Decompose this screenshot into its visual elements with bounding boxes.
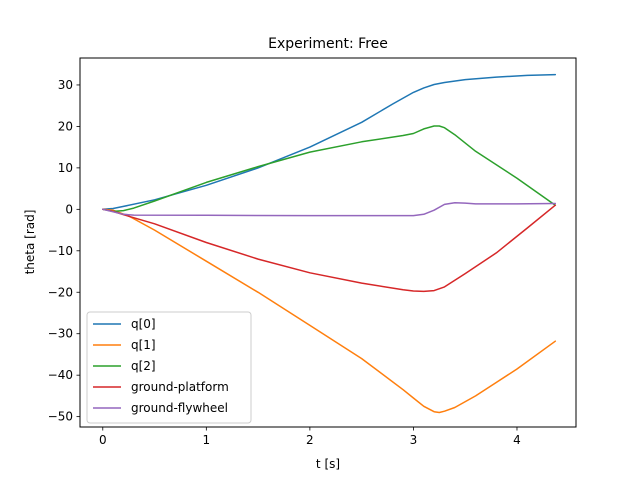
y-axis-label: theta [rad] bbox=[23, 210, 37, 275]
series-line-1 bbox=[102, 208, 557, 414]
legend-label-1: q[1] bbox=[131, 338, 156, 352]
y-tick-label: 10 bbox=[58, 161, 73, 175]
legend-label-3: ground-platform bbox=[131, 380, 229, 394]
series-layer bbox=[102, 73, 557, 414]
y-tick-label: −30 bbox=[48, 327, 73, 341]
series-line-4 bbox=[102, 201, 557, 217]
y-tick-label: 0 bbox=[65, 202, 73, 216]
legend: q[0] q[1] q[2] ground-platform ground-flywhe… bbox=[86, 311, 252, 424]
series-line-0 bbox=[102, 73, 557, 211]
y-tick-label: −40 bbox=[48, 368, 73, 382]
x-tick-label: 2 bbox=[306, 433, 314, 447]
x-tick-label: 1 bbox=[203, 433, 211, 447]
x-axis-label: t [s] bbox=[316, 457, 340, 471]
tick-layer: 0 1 2 3 4 −50 −40 −30 −20 −10 0 10 20 30 bbox=[48, 78, 521, 447]
y-tick-label: 30 bbox=[58, 78, 73, 92]
x-tick-label: 0 bbox=[99, 433, 107, 447]
y-tick-label: −50 bbox=[48, 410, 73, 424]
legend-box bbox=[86, 311, 252, 424]
series-line-2 bbox=[102, 125, 557, 213]
y-tick-label: 20 bbox=[58, 119, 73, 133]
legend-label-4: ground-flywheel bbox=[131, 401, 228, 415]
y-tick-label: −20 bbox=[48, 285, 73, 299]
x-tick-label: 3 bbox=[410, 433, 418, 447]
x-tick-label: 4 bbox=[513, 433, 521, 447]
legend-label-0: q[0] bbox=[131, 317, 156, 331]
plot-frame bbox=[79, 57, 577, 428]
y-tick-label: −10 bbox=[48, 244, 73, 258]
legend-label-2: q[2] bbox=[131, 359, 156, 373]
series-line-3 bbox=[102, 204, 557, 293]
chart-title: Experiment: Free bbox=[268, 36, 388, 52]
